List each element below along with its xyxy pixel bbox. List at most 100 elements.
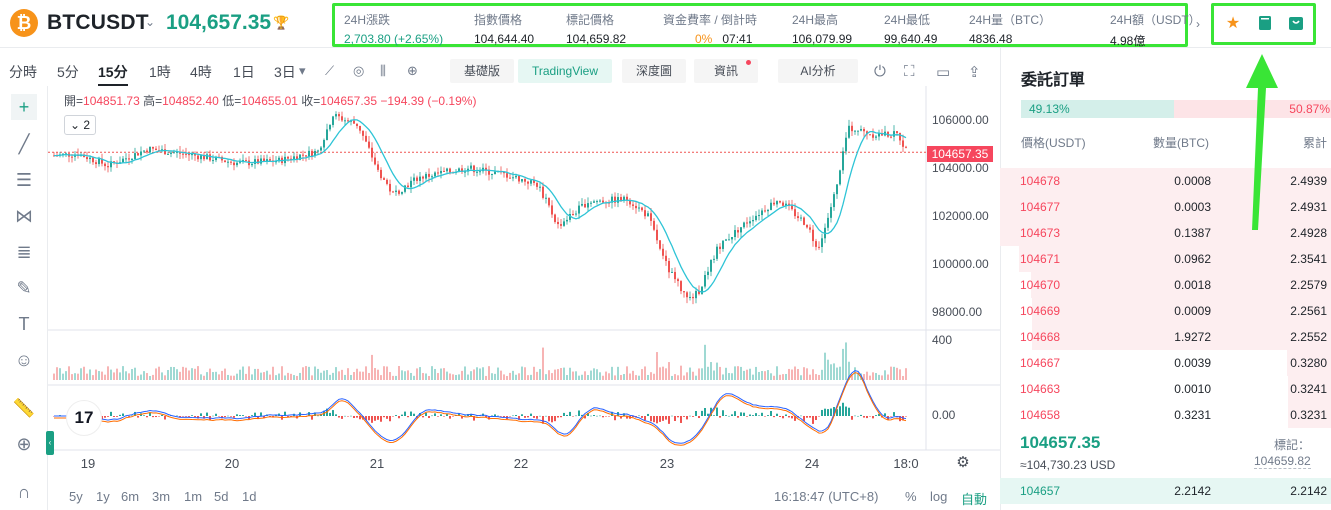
candle-body <box>542 186 544 198</box>
timeframe-tab[interactable]: 4時 <box>190 64 212 80</box>
range-3m[interactable]: 3m <box>152 489 171 504</box>
range-5d[interactable]: 5d <box>214 489 229 504</box>
dropdown-caret-icon[interactable]: ▾ <box>299 63 306 78</box>
candle-body <box>575 213 577 215</box>
volume-bar <box>719 366 721 380</box>
range-1y[interactable]: 1y <box>96 489 110 504</box>
volume-bar <box>272 366 274 380</box>
macd-histogram-bar <box>188 416 190 417</box>
log-toggle[interactable]: log <box>930 489 948 504</box>
zoom-in-icon[interactable]: ⊕ <box>16 434 32 454</box>
volume-bar <box>464 366 466 380</box>
timeframe-tab[interactable]: 3日 <box>274 64 296 80</box>
book-icon[interactable] <box>1256 15 1274 33</box>
ask-row[interactable]: 104671 0.0962 2.3541 <box>1000 246 1331 272</box>
magnet-icon[interactable]: ∩ <box>17 482 31 502</box>
symbol-name[interactable]: BTCUSDT <box>47 11 149 34</box>
volume-bar <box>350 374 352 380</box>
chart-canvas[interactable]: 106000.00 104000.00 102000.00 100000.00 9800… <box>48 86 1000 510</box>
candle-body <box>848 125 850 138</box>
timeframe-tab-active[interactable]: 15分 <box>98 62 128 86</box>
clock-display[interactable]: 16:18:47 (UTC+8) <box>774 489 879 504</box>
macd-histogram-bar <box>476 415 478 417</box>
volume-bar <box>287 372 289 380</box>
volume-bar <box>323 370 325 380</box>
ask-row[interactable]: 104667 0.0039 0.3280 <box>1000 350 1331 376</box>
volume-bar <box>431 366 433 380</box>
candle-body <box>356 123 358 126</box>
volume-bar <box>473 369 475 380</box>
power-icon[interactable]: ⏻ <box>874 63 886 80</box>
indicator-collapse-button[interactable]: ⌄ 2 <box>64 115 96 135</box>
ask-row[interactable]: 104677 0.0003 2.4931 <box>1000 194 1331 220</box>
candle-body <box>140 151 142 156</box>
trend-line-icon[interactable]: ╱ <box>18 134 30 154</box>
ask-row[interactable]: 104669 0.0009 2.2561 <box>1000 298 1331 324</box>
candle-body <box>686 292 688 298</box>
volume-bar <box>722 374 724 380</box>
volume-bar <box>128 373 130 380</box>
auto-toggle[interactable]: 自動 <box>961 492 988 507</box>
stat-funding-rate[interactable]: 資金費率 / 倒計時 0% 07:41 <box>663 11 757 46</box>
candle-body <box>329 124 331 130</box>
candle-body <box>512 177 514 179</box>
ruler-icon[interactable]: 📏 <box>12 398 36 418</box>
share-icon[interactable]: ⇪ <box>968 64 981 81</box>
candle-body <box>98 158 100 165</box>
candle-body <box>704 275 706 287</box>
bag-icon[interactable] <box>1287 15 1305 33</box>
ask-row[interactable]: 104670 0.0018 2.2579 <box>1000 272 1331 298</box>
panel-toggle-handle[interactable]: ‹ <box>46 431 54 455</box>
candle-body <box>389 183 391 192</box>
candle-type-icon[interactable]: ⫼ <box>380 63 386 78</box>
crosshair-icon[interactable]: + <box>11 94 37 120</box>
range-6m[interactable]: 6m <box>121 489 140 504</box>
price-chart[interactable]: 106000.00 104000.00 102000.00 100000.00 9800… <box>48 86 1000 510</box>
volume-bar <box>320 372 322 380</box>
percent-toggle[interactable]: % <box>905 489 917 504</box>
timeframe-tab[interactable]: 分時 <box>9 64 37 80</box>
add-indicator-icon[interactable]: ⊕ <box>407 63 418 78</box>
bid-row[interactable]: 104657 2.2142 2.2142 <box>1000 478 1331 504</box>
candle-body <box>836 184 838 195</box>
settings-icon[interactable]: ◎ <box>353 63 365 78</box>
ask-row[interactable]: 104668 1.9272 2.2552 <box>1000 324 1331 350</box>
ask-row[interactable]: 104678 0.0008 2.4939 <box>1000 168 1331 194</box>
text-tool-icon[interactable]: T <box>18 314 30 334</box>
tab-ai-analysis[interactable]: AI分析 <box>778 59 858 83</box>
ask-row[interactable]: 104663 0.0010 0.3241 <box>1000 376 1331 402</box>
range-1m[interactable]: 1m <box>184 489 203 504</box>
candle-body <box>557 221 559 225</box>
pattern-icon[interactable]: ⋈ <box>15 206 33 226</box>
btc-coin-icon: ₿ <box>10 9 38 37</box>
volume-bar <box>110 369 112 380</box>
macd-histogram-bar <box>602 416 604 418</box>
volume-bar <box>392 375 394 380</box>
tab-depth[interactable]: 深度圖 <box>622 59 686 83</box>
horizontal-lines-icon[interactable]: ☰ <box>15 170 33 190</box>
chevron-down-icon[interactable]: ⌄ <box>145 15 156 29</box>
range-1d[interactable]: 1d <box>242 489 257 504</box>
macd-histogram-bar <box>407 416 409 418</box>
candle-body <box>833 194 835 208</box>
chevron-right-icon[interactable]: › <box>1196 17 1200 31</box>
ask-row[interactable]: 104658 0.3231 0.3231 <box>1000 402 1331 428</box>
fib-icon[interactable]: ≣ <box>16 242 32 262</box>
candle-body <box>149 146 151 153</box>
indicator-icon[interactable]: ⟋ <box>325 63 335 78</box>
layout-icon[interactable]: ▭ <box>936 64 951 81</box>
fullscreen-icon[interactable]: ⛶ <box>904 63 915 80</box>
timeframe-tab[interactable]: 5分 <box>57 64 79 80</box>
timeframe-tab[interactable]: 1日 <box>233 64 255 80</box>
range-5y[interactable]: 5y <box>69 489 83 504</box>
ask-price: 104668 <box>1020 330 1061 344</box>
candle-body <box>302 154 304 156</box>
timeframe-tab[interactable]: 1時 <box>149 64 171 80</box>
ask-row[interactable]: 104673 0.1387 2.4928 <box>1000 220 1331 246</box>
tab-tradingview[interactable]: TradingView <box>518 59 612 83</box>
candle-body <box>293 156 295 160</box>
star-icon[interactable]: ★ <box>1225 15 1241 32</box>
tab-basic[interactable]: 基礎版 <box>450 59 514 83</box>
emoji-icon[interactable]: ☺ <box>14 350 34 370</box>
brush-icon[interactable]: ✎ <box>16 278 32 298</box>
